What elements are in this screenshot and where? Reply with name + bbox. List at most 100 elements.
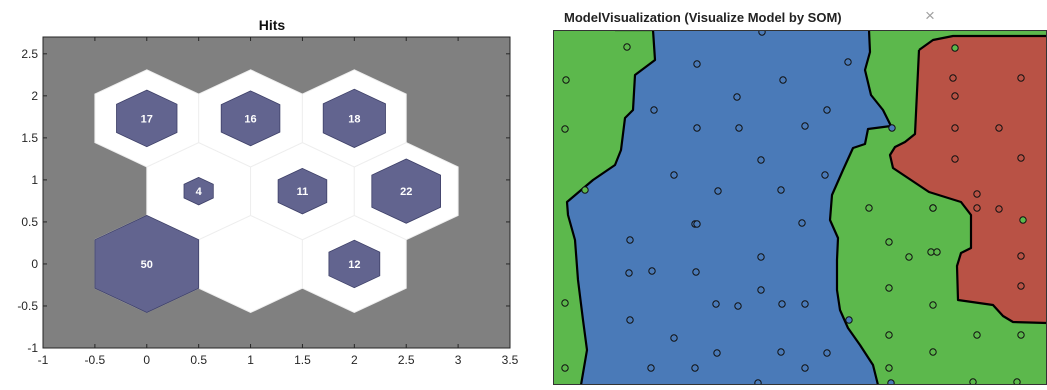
data-point-red: [973, 190, 981, 198]
som-map: [553, 30, 1047, 385]
data-point-blue: [845, 316, 853, 324]
class-boundary: [565, 30, 657, 385]
hit-count-label: 4: [196, 186, 203, 198]
data-point-green: [623, 43, 631, 51]
data-point-green: [929, 301, 937, 309]
hit-count-label: 50: [141, 259, 153, 271]
data-point-green: [561, 364, 569, 372]
hit-hexagon: [220, 90, 281, 147]
data-point-green: [885, 284, 893, 292]
data-point-red: [1017, 74, 1025, 82]
y-tick-label: 1.5: [21, 131, 38, 145]
data-point-blue: [693, 220, 701, 228]
class-boundary: [828, 30, 893, 385]
axes: -1 -0.5 0 0.5 1 1.5 2 2.5 3 3.5 -1 -0.5 0 0.5 1 1.5 2 2.5: [17, 36, 519, 367]
hit-hexagon: [277, 167, 328, 215]
axes-box: [42, 36, 511, 349]
hit-hexagon: [116, 89, 178, 148]
hit-count-label: 12: [348, 259, 360, 271]
data-point-blue: [758, 30, 766, 36]
hit-count-label: 11: [297, 186, 309, 198]
data-point-red: [995, 205, 1003, 213]
hit-hexagon: [322, 88, 386, 148]
data-point-blue: [798, 219, 806, 227]
y-tick-label: -1: [27, 341, 38, 355]
x-tick-label: -1: [38, 353, 49, 367]
data-point-blue: [693, 124, 701, 132]
x-tick-label: -0.5: [85, 353, 106, 367]
data-point-red: [951, 155, 959, 163]
data-point-blue: [626, 316, 634, 324]
data-point-blue: [801, 122, 809, 130]
x-tick-label: 0.5: [190, 353, 207, 367]
data-point-blue: [713, 349, 721, 357]
hit-hexagon: [328, 239, 381, 289]
data-point-blue: [733, 93, 741, 101]
data-point-blue: [757, 286, 765, 294]
figure-divider: [548, 0, 553, 385]
hit-count-label: 18: [348, 113, 360, 125]
data-point-blue: [625, 269, 633, 277]
data-point-green: [929, 204, 937, 212]
hit-count-label: 17: [141, 113, 153, 125]
data-point-blue: [821, 171, 829, 179]
class-boundary: [918, 34, 1047, 51]
data-point-green: [951, 44, 959, 52]
data-point-blue: [714, 187, 722, 195]
data-point-blue: [626, 236, 634, 244]
data-point-green: [1017, 331, 1025, 339]
data-point-green: [973, 331, 981, 339]
data-point-blue: [801, 364, 809, 372]
chart-title: Hits: [259, 17, 286, 33]
model-visualization-window: ModelVisualization (Visualize Model by S…: [553, 0, 1047, 385]
close-icon[interactable]: ×: [925, 6, 935, 25]
data-point-blue: [691, 364, 699, 372]
data-point-red: [951, 124, 959, 132]
data-point-green: [562, 76, 570, 84]
data-point-blue: [648, 267, 656, 275]
data-point-green: [969, 378, 977, 385]
data-point-blue: [757, 253, 765, 261]
y-tick-label: 0: [31, 257, 38, 271]
data-point-blue: [735, 124, 743, 132]
hit-hexagon: [371, 158, 442, 224]
x-tick-label: 3: [455, 353, 462, 367]
data-point-blue: [777, 186, 785, 194]
data-point-blue: [692, 268, 700, 276]
data-point-green: [1019, 216, 1027, 224]
data-point-blue: [670, 171, 678, 179]
region-red: [890, 36, 1047, 323]
data-point-red: [973, 204, 981, 212]
data-point-green: [561, 125, 569, 133]
data-point-blue: [844, 58, 852, 66]
data-point-blue: [823, 349, 831, 357]
data-point-green: [865, 204, 873, 212]
data-point-red: [1017, 154, 1025, 162]
data-point-blue: [647, 364, 655, 372]
data-point-blue: [712, 300, 720, 308]
data-point-green: [927, 248, 935, 256]
data-point-blue: [670, 334, 678, 342]
x-tick-label: 0: [143, 353, 150, 367]
x-tick-label: 1: [247, 353, 254, 367]
data-point-blue: [754, 379, 762, 385]
data-point-blue: [777, 348, 785, 356]
data-point-blue: [650, 106, 658, 114]
data-point-blue: [779, 76, 787, 84]
y-tick-label: 1: [31, 173, 38, 187]
data-point-blue: [888, 124, 896, 132]
y-tick-label: 2.5: [21, 47, 38, 61]
data-point-green: [929, 348, 937, 356]
data-point-green: [885, 364, 893, 372]
data-point-green: [581, 186, 589, 194]
data-point-green: [561, 299, 569, 307]
data-point-red: [949, 74, 957, 82]
data-point-green: [885, 238, 893, 246]
data-point-green: [1013, 378, 1021, 385]
data-point-red: [1017, 252, 1025, 260]
data-point-green: [885, 331, 893, 339]
data-point-red: [1017, 282, 1025, 290]
hits-figure: Hits 50 12 4 11 22 17 16 18 -1 -0.5 0 0.5 1 1.5 2 2.5 3…: [17, 17, 519, 367]
data-point-blue: [778, 300, 786, 308]
